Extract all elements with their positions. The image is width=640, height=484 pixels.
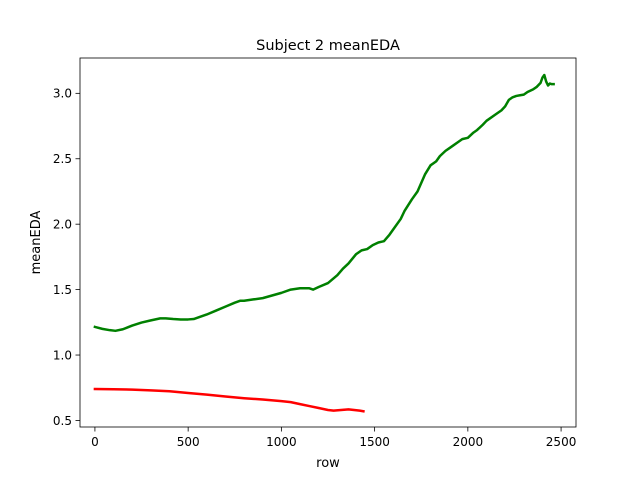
series-line-1 (93, 73, 555, 333)
axes-frame (79, 57, 577, 428)
series-lines (93, 73, 555, 413)
x-tick-label: 1000 (266, 435, 297, 449)
chart-title: Subject 2 meanEDA (256, 38, 400, 54)
y-tick-label: 0.5 (53, 414, 72, 428)
x-tick-label: 500 (177, 435, 200, 449)
y-tick-label: 2.5 (53, 152, 72, 166)
y-axis-label: meanEDA (29, 211, 44, 275)
x-axis-ticks: 0 500 1000 1500 2000 2500 (91, 427, 576, 449)
y-tick-label: 2.0 (53, 217, 72, 231)
x-axis-label: row (316, 456, 340, 471)
y-tick-label: 3.0 (53, 87, 72, 101)
y-axis-ticks: 0.5 1.0 1.5 2.0 2.5 3.0 (53, 87, 80, 428)
y-tick-label: 1.0 (53, 348, 72, 362)
series-line-2 (93, 387, 365, 413)
x-tick-label: 1500 (359, 435, 390, 449)
x-tick-label: 2000 (453, 435, 484, 449)
x-tick-label: 0 (91, 435, 99, 449)
y-tick-label: 1.5 (53, 283, 72, 297)
x-tick-label: 2500 (546, 435, 577, 449)
